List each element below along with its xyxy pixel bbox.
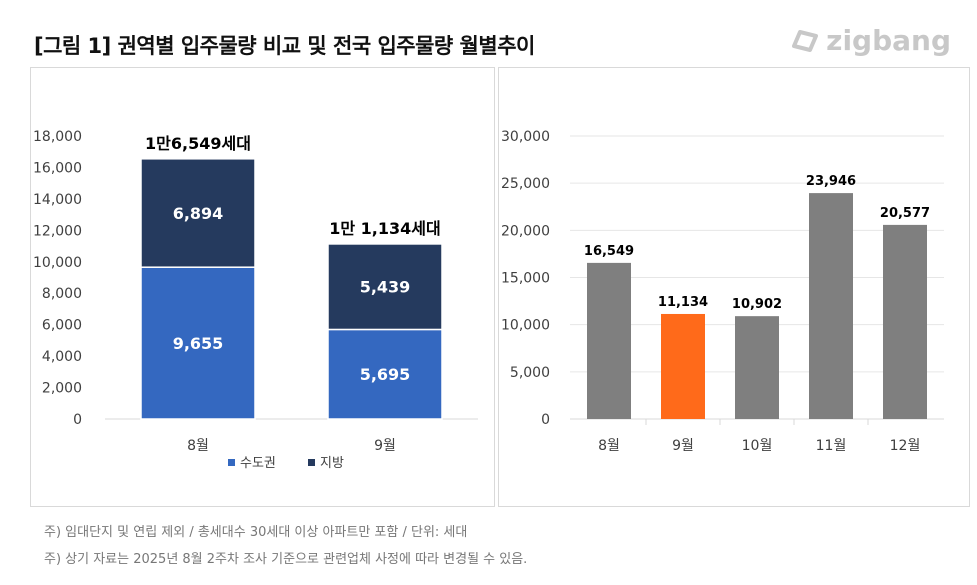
legend-swatch-local	[308, 459, 315, 466]
data-label: 5,695	[360, 365, 411, 384]
y-tick-label: 8,000	[42, 286, 82, 302]
data-label: 23,946	[806, 174, 856, 189]
x-tick-label: 8월	[598, 438, 620, 454]
bar	[587, 262, 631, 419]
footnote-1: 주) 임대단지 및 연립 제외 / 총세대수 30세대 이상 아파트만 포함 /…	[44, 525, 468, 540]
data-label: 10,902	[732, 297, 782, 312]
legend-capital: 수도권	[240, 456, 276, 471]
figure-title: [그림 1] 권역별 입주물량 비교 및 전국 입주물량 월별추이	[34, 34, 535, 58]
x-tick-label: 8월	[187, 438, 209, 454]
data-label: 20,577	[880, 206, 930, 221]
y-tick-label: 10,000	[33, 255, 82, 271]
y-tick-label: 4,000	[42, 349, 82, 365]
data-label: 16,549	[584, 244, 634, 259]
data-label: 9,655	[173, 334, 224, 353]
footnote-2: 주) 상기 자료는 2025년 8월 2주차 조사 기준으로 관련업체 사정에 …	[44, 552, 528, 567]
y-tick-label: 5,000	[510, 365, 550, 381]
y-tick-label: 18,000	[33, 129, 82, 145]
x-tick-label: 9월	[672, 438, 694, 454]
x-tick-label: 12월	[890, 438, 921, 454]
bar-local	[140, 158, 256, 268]
y-tick-label: 12,000	[33, 223, 82, 239]
y-tick-label: 14,000	[33, 192, 82, 208]
y-tick-label: 15,000	[501, 271, 550, 287]
y-tick-label: 16,000	[33, 160, 82, 176]
y-tick-label: 2,000	[42, 381, 82, 397]
y-tick-label: 25,000	[501, 176, 550, 192]
bar	[883, 224, 927, 419]
y-tick-label: 10,000	[501, 318, 550, 334]
y-tick-label: 6,000	[42, 318, 82, 334]
bar	[735, 316, 779, 419]
y-tick-label: 0	[73, 412, 82, 428]
y-tick-label: 20,000	[501, 223, 550, 239]
logo-text: zigbang	[826, 24, 951, 57]
legend-swatch-capital	[228, 459, 235, 466]
data-label: 6,894	[173, 204, 224, 223]
legend-local: 지방	[320, 456, 344, 471]
total-label: 1만6,549세대	[145, 134, 251, 153]
y-tick-label: 0	[541, 412, 550, 428]
bar	[661, 313, 705, 419]
total-label: 1만 1,134세대	[329, 219, 440, 238]
logo-icon	[792, 29, 819, 52]
x-tick-label: 11월	[816, 438, 847, 454]
bar	[809, 193, 853, 419]
zigbang-logo: zigbang	[790, 24, 951, 57]
x-tick-label: 9월	[374, 438, 396, 454]
y-tick-label: 30,000	[501, 129, 550, 145]
bar-local	[327, 243, 443, 331]
data-label: 11,134	[658, 295, 708, 310]
x-tick-label: 10월	[742, 438, 773, 454]
data-label: 5,439	[360, 278, 411, 297]
bar-capital	[327, 328, 443, 420]
